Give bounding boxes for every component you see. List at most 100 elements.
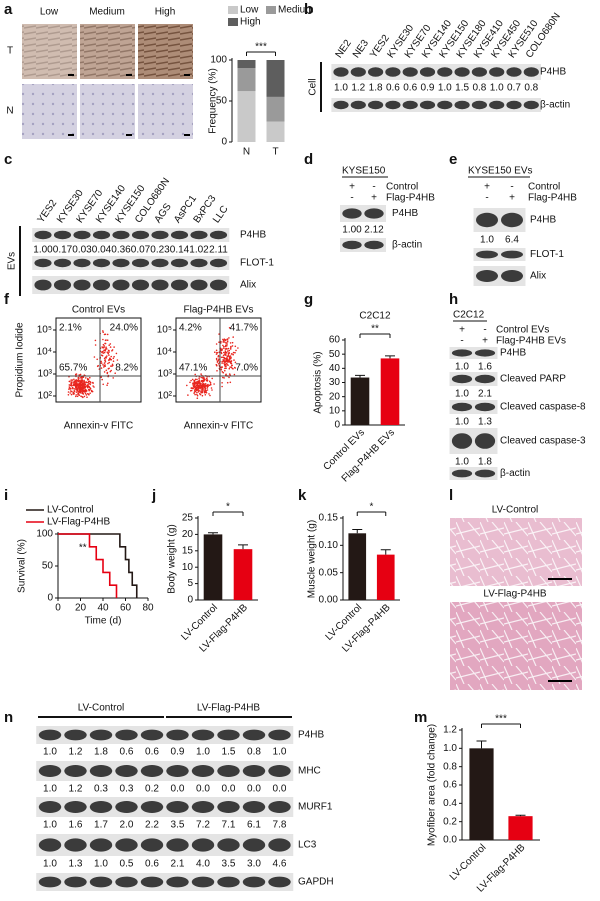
quadrant-value: 7.0% (235, 363, 258, 374)
quantification: 1.0 (334, 83, 348, 94)
quantification: 6.4 (505, 235, 519, 246)
y-tick-label: 10⁵ (157, 325, 172, 336)
event-dot (226, 356, 229, 358)
panel-letter: h (449, 291, 458, 308)
error-bar (208, 532, 218, 535)
axis-label: Annexin-v FITC (64, 421, 133, 432)
y-tick-label: 0 (187, 595, 193, 606)
event-dot (108, 367, 110, 370)
y-tick-label: 15 (182, 545, 194, 556)
event-dot (83, 379, 85, 382)
histology-image (450, 602, 582, 690)
event-dot (77, 378, 80, 380)
y-tick-label: 0.2 (443, 816, 457, 827)
event-dot (82, 393, 85, 395)
blot-band (140, 838, 164, 852)
event-dot (199, 387, 202, 389)
blot-label: P4HB (500, 348, 526, 359)
blot-band (342, 208, 362, 219)
quantification: 0.6 (145, 747, 159, 758)
event-dot (213, 383, 215, 385)
scale-bar (548, 680, 572, 682)
blot-band (474, 469, 496, 478)
event-dot (69, 384, 72, 387)
event-dot (108, 344, 110, 347)
event-dot (107, 382, 109, 385)
event-dot (217, 363, 220, 365)
blot-band (242, 876, 266, 888)
quantification: 1.6 (478, 362, 492, 373)
event-dot (221, 360, 223, 363)
event-dot (206, 378, 208, 380)
quantification: 2.1 (171, 859, 185, 870)
blot-band (53, 230, 72, 240)
event-dot (198, 377, 200, 380)
event-dot (102, 346, 105, 349)
event-dot (200, 389, 202, 391)
blot-band (166, 729, 189, 741)
event-dot (74, 373, 77, 376)
event-dot (191, 378, 194, 381)
y-tick-label: 50 (42, 561, 54, 572)
event-dot (234, 367, 236, 369)
event-dot (222, 371, 225, 374)
event-dot (70, 393, 73, 396)
event-dot (208, 393, 210, 395)
survival-line (58, 533, 138, 598)
event-dot (222, 338, 224, 341)
event-dot (224, 364, 226, 367)
event-dot (196, 378, 198, 381)
bar (376, 554, 395, 600)
event-dot (87, 378, 90, 381)
quantification: 3.5 (171, 820, 185, 831)
quantification: 1.8 (94, 747, 108, 758)
bar (469, 748, 494, 840)
condition-name: Flag-P4HB (528, 193, 577, 204)
blot-label: Cleaved caspase-3 (500, 436, 586, 447)
event-dot (215, 353, 218, 355)
event-dot (204, 384, 207, 387)
event-dot (230, 345, 232, 348)
event-dot (215, 349, 218, 352)
blot-band (506, 67, 522, 77)
event-dot (100, 360, 102, 363)
event-dot (92, 381, 94, 384)
quantification: 0.6 (403, 83, 417, 94)
event-dot (195, 385, 197, 388)
event-dot (89, 387, 91, 389)
event-dot (202, 379, 205, 381)
event-dot (208, 384, 211, 387)
blot-label: P4HB (392, 208, 418, 219)
blot-band (523, 67, 539, 77)
row-label: N (6, 106, 13, 117)
blot-band (64, 838, 87, 852)
event-dot (88, 382, 90, 385)
event-dot (101, 350, 103, 353)
quantification: 1.0 (480, 235, 494, 246)
x-tick-label: 0 (55, 603, 61, 614)
blot-band (151, 258, 169, 268)
event-dot (235, 349, 237, 352)
event-dot (80, 376, 82, 379)
blot-band (190, 279, 208, 291)
quantification: 0.0 (222, 784, 236, 795)
image-label: LV-Flag-P4HB (483, 589, 547, 600)
event-dot (202, 383, 204, 385)
x-tick-label: 40 (97, 603, 109, 614)
event-dot (209, 383, 212, 386)
y-tick-label: 10 (329, 405, 341, 416)
blot-label: MURF1 (298, 802, 333, 813)
event-dot (227, 347, 230, 350)
event-dot (205, 391, 208, 394)
blot-band (217, 876, 240, 888)
event-dot (224, 367, 226, 370)
event-dot (194, 373, 196, 376)
event-dot (233, 359, 235, 361)
panel-letter: n (4, 709, 13, 726)
blot-band (38, 765, 62, 777)
legend-swatch (228, 6, 238, 14)
event-dot (226, 338, 229, 341)
event-dot (84, 390, 87, 392)
quantification: 1.0 (43, 784, 57, 795)
blot-band (166, 765, 189, 777)
